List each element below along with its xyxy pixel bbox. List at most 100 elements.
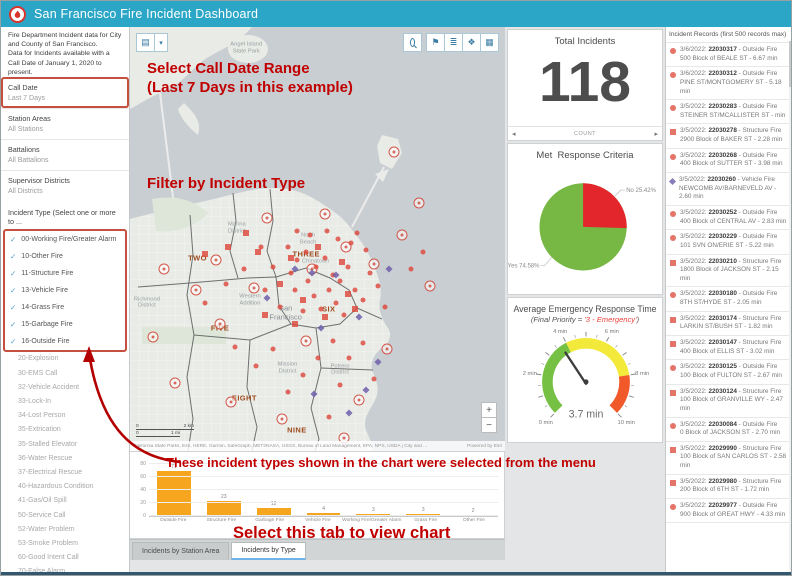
incident-type-14-grass-fire[interactable]: ✓ 14-Grass Fire [10,302,65,312]
legend-icon[interactable]: ≣ [444,33,463,52]
structure-fire-marker[interactable] [344,291,351,298]
incident-type-00-working-fire-greater-alarm[interactable]: ✓ 00-Working Fire/Greater Alarm [10,234,117,244]
zoom-out-button[interactable]: − [481,417,497,433]
incident-dot-marker[interactable] [341,312,347,318]
incident-dot-marker[interactable] [346,355,352,361]
incident-dot-marker[interactable] [232,344,238,350]
incident-dot-marker[interactable] [270,346,275,352]
incident-dot-marker[interactable] [322,255,328,261]
incident-type-35-stalled-elevator[interactable]: 35-Stalled Elevator [18,440,78,448]
structure-fire-marker[interactable] [314,244,321,251]
incident-dot-marker[interactable] [330,272,335,278]
incident-dot-marker[interactable] [352,287,358,293]
incident-dot-marker[interactable] [292,287,298,293]
incident-dot-marker[interactable] [307,232,313,238]
record-item[interactable]: 3/5/2022: 22030210 - Structure Fire 1800 … [666,255,791,288]
layers-icon[interactable]: ▤ [136,33,155,52]
structure-fire-marker[interactable] [292,320,298,327]
bookmark-icon[interactable]: ⚑ [426,33,445,52]
incident-type-36-water-rescue[interactable]: 36-Water Rescue [18,454,73,462]
chevron-down-icon[interactable]: ▾ [154,33,168,52]
incident-type-15-garbage-fire[interactable]: ✓ 15-Garbage Fire [10,319,73,329]
incident-dot-marker[interactable] [258,244,264,250]
structure-fire-marker[interactable] [322,314,328,321]
incident-circle-marker[interactable] [381,343,393,355]
structure-fire-marker[interactable] [202,250,208,257]
incident-dot-marker[interactable] [324,228,330,234]
structure-fire-marker[interactable] [299,297,306,304]
incident-circle-marker[interactable] [424,280,436,292]
pie-chart[interactable]: No 25.42% Yes 74.58% [508,161,664,287]
incident-circle-marker[interactable] [276,413,288,425]
incident-dot-marker[interactable] [375,283,380,289]
incident-type-37-electrical-rescue[interactable]: 37-Electrical Rescue [18,468,83,476]
incident-type-33-lock-in[interactable]: 33-Lock-In [18,398,52,406]
pie-no-slice[interactable] [583,183,627,229]
incident-circle-marker[interactable] [413,197,425,209]
record-item[interactable]: 3/5/2022: 22030283 - Outside Fire STEINER… [666,100,791,125]
next-arrow-icon[interactable]: ▸ [654,130,658,138]
incident-dot-marker[interactable] [345,264,350,270]
incident-dot-marker[interactable] [241,266,247,272]
incident-dot-marker[interactable] [348,240,354,246]
structure-fire-marker[interactable] [352,305,358,312]
bar-garbage-fire[interactable] [256,508,291,516]
record-item[interactable]: 3/5/2022: 22030252 - Outside Fire 400 Blo… [666,206,791,231]
incident-circle-marker[interactable] [261,212,273,224]
incident-type-10-other-fire[interactable]: ✓ 10-Other Fire [10,251,63,261]
incident-dot-marker[interactable] [311,293,317,299]
structure-fire-marker[interactable] [243,229,250,236]
incident-type-40-hazardous-condition[interactable]: 40-Hazardous Condition [18,483,94,491]
incident-circle-marker[interactable] [147,331,158,343]
bar-outside-fire[interactable] [156,471,191,516]
incident-type-41-gas-oil-spill[interactable]: 41-Gas/Oil Spill [18,497,67,505]
incident-dot-marker[interactable] [277,304,283,310]
incident-circle-marker[interactable] [190,284,202,296]
incident-dot-marker[interactable] [318,306,324,312]
incident-dot-marker[interactable] [360,340,365,346]
incident-dot-marker[interactable] [367,270,373,276]
basemap-icon[interactable]: ❖ [462,33,481,52]
incident-dot-marker[interactable] [335,236,341,242]
incident-dot-marker[interactable] [337,278,343,284]
incident-type-50-service-call[interactable]: 50-Service Call [18,511,66,519]
incident-type-11-structure-fire[interactable]: ✓ 11-Structure Fire [10,268,74,278]
bar-structure-fire[interactable] [206,501,241,516]
incident-dot-marker[interactable] [262,287,268,293]
incident-circle-marker[interactable] [225,396,237,408]
incident-circle-marker[interactable] [396,229,408,241]
incident-type-70-false-alarm[interactable]: 70-False Alarm [1,565,129,575]
incident-type-13-vehicle-fire[interactable]: ✓ 13-Vehicle Fire [10,285,68,295]
structure-fire-marker[interactable] [288,255,295,262]
incident-dot-marker[interactable] [285,389,290,395]
records-scrollbar[interactable] [789,41,791,575]
record-item[interactable]: 3/5/2022: 22030268 - Outside Fire 400 Blo… [666,149,791,174]
incident-dot-marker[interactable] [354,230,360,236]
tab-incidents-by-station-area[interactable]: Incidents by Station Area [132,542,230,560]
incident-circle-marker[interactable] [248,282,260,294]
record-item[interactable]: 3/5/2022: 22030124 - Structure Fire 100 B… [666,385,791,418]
incident-dot-marker[interactable] [294,257,300,263]
record-item[interactable]: 3/5/2022: 22030125 - Outside Fire 100 Blo… [666,360,791,385]
search-icon[interactable] [403,33,422,52]
record-item[interactable]: 3/6/2022: 22030317 - Outside Fire 500 Blo… [666,43,791,68]
incident-type-30-ems-call[interactable]: 30-EMS Call [18,369,58,377]
incident-dot-marker[interactable] [330,338,335,344]
incident-dot-marker[interactable] [326,414,332,420]
incident-dot-marker[interactable] [333,300,339,306]
filter-call-date[interactable]: Call Date Last 7 Days [1,76,129,108]
incident-type-60-good-intent-call[interactable]: 60-Good Intent Call [18,554,79,562]
structure-fire-marker[interactable] [277,280,283,287]
incident-dot-marker[interactable] [371,376,377,382]
record-item[interactable]: 3/5/2022: 22030180 - Outside Fire 8TH ST/… [666,287,791,312]
filter-station-areas[interactable]: Station Areas All Stations [1,107,129,139]
incident-dot-marker[interactable] [337,382,343,388]
structure-fire-marker[interactable] [338,259,345,266]
record-item[interactable]: 3/5/2022: 22029980 - Structure Fire 200 B… [666,475,791,499]
incident-type-34-lost-person[interactable]: 34-Lost Person [18,412,66,420]
incident-dot-marker[interactable] [313,264,319,270]
record-item[interactable]: 3/5/2022: 22030229 - Outside Fire 101 SVN… [666,230,791,255]
incident-dot-marker[interactable] [253,363,259,369]
incident-dot-marker[interactable] [288,270,294,276]
record-item[interactable]: 3/5/2022: 22029990 - Structure Fire 100 B… [666,442,791,475]
